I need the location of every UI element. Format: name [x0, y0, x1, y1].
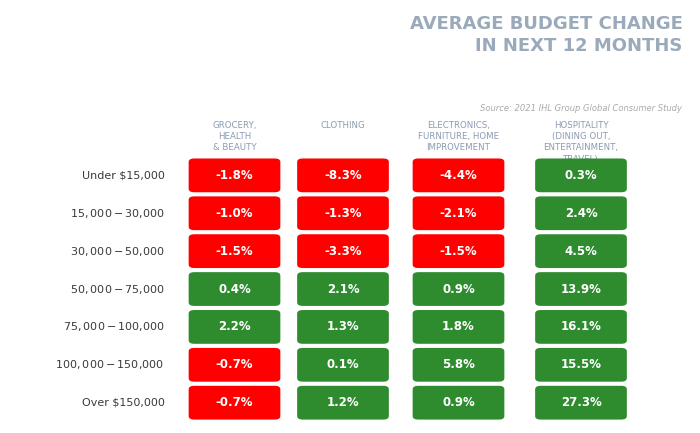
FancyBboxPatch shape: [189, 158, 280, 192]
FancyBboxPatch shape: [189, 234, 280, 268]
FancyBboxPatch shape: [535, 197, 627, 230]
Text: $100,000 - $150,000: $100,000 - $150,000: [55, 358, 164, 372]
Text: 0.9%: 0.9%: [442, 396, 475, 409]
FancyBboxPatch shape: [297, 310, 389, 344]
FancyBboxPatch shape: [297, 234, 389, 268]
Text: $30,000 - $50,000: $30,000 - $50,000: [69, 245, 164, 258]
Text: 2.2%: 2.2%: [218, 320, 251, 333]
Text: 2.4%: 2.4%: [565, 207, 597, 220]
FancyBboxPatch shape: [189, 197, 280, 230]
Text: 0.3%: 0.3%: [565, 169, 597, 182]
Text: -1.3%: -1.3%: [324, 207, 362, 220]
FancyBboxPatch shape: [535, 348, 627, 382]
Text: -0.7%: -0.7%: [216, 396, 253, 409]
Text: GROCERY,
HEALTH
& BEAUTY: GROCERY, HEALTH & BEAUTY: [212, 121, 257, 152]
Text: -1.5%: -1.5%: [440, 245, 477, 258]
Text: -1.5%: -1.5%: [216, 245, 253, 258]
FancyBboxPatch shape: [413, 272, 504, 306]
Text: 13.9%: 13.9%: [561, 282, 601, 296]
Text: 1.2%: 1.2%: [327, 396, 359, 409]
FancyBboxPatch shape: [535, 272, 627, 306]
Text: 1.8%: 1.8%: [442, 320, 475, 333]
FancyBboxPatch shape: [413, 158, 504, 192]
FancyBboxPatch shape: [535, 386, 627, 420]
FancyBboxPatch shape: [413, 348, 504, 382]
FancyBboxPatch shape: [413, 310, 504, 344]
FancyBboxPatch shape: [413, 234, 504, 268]
FancyBboxPatch shape: [189, 310, 280, 344]
FancyBboxPatch shape: [297, 158, 389, 192]
FancyBboxPatch shape: [189, 386, 280, 420]
Text: Under $15,000: Under $15,000: [82, 170, 164, 181]
Text: -8.3%: -8.3%: [324, 169, 362, 182]
FancyBboxPatch shape: [189, 348, 280, 382]
Text: -1.0%: -1.0%: [216, 207, 253, 220]
Text: Over $150,000: Over $150,000: [82, 397, 164, 408]
Text: -1.8%: -1.8%: [216, 169, 253, 182]
Text: 0.4%: 0.4%: [218, 282, 251, 296]
Text: 4.5%: 4.5%: [565, 245, 597, 258]
Text: -2.1%: -2.1%: [440, 207, 477, 220]
Text: 27.3%: 27.3%: [561, 396, 601, 409]
Text: Source: 2021 IHL Group Global Consumer Study: Source: 2021 IHL Group Global Consumer S…: [480, 104, 682, 113]
Text: 15.5%: 15.5%: [561, 358, 601, 372]
Text: 16.1%: 16.1%: [561, 320, 601, 333]
FancyBboxPatch shape: [535, 310, 627, 344]
Text: -3.3%: -3.3%: [324, 245, 362, 258]
Text: 5.8%: 5.8%: [442, 358, 475, 372]
Text: CLOTHING: CLOTHING: [321, 121, 365, 130]
FancyBboxPatch shape: [535, 234, 627, 268]
Text: $75,000 - $100,000: $75,000 - $100,000: [62, 320, 164, 333]
Text: HOSPITALITY
(DINING OUT,
ENTERTAINMENT,
TRAVEL): HOSPITALITY (DINING OUT, ENTERTAINMENT, …: [543, 121, 619, 164]
Text: 0.1%: 0.1%: [327, 358, 359, 372]
Text: -0.7%: -0.7%: [216, 358, 253, 372]
Text: 1.3%: 1.3%: [327, 320, 359, 333]
Text: AVERAGE BUDGET CHANGE
IN NEXT 12 MONTHS: AVERAGE BUDGET CHANGE IN NEXT 12 MONTHS: [410, 15, 682, 55]
FancyBboxPatch shape: [535, 158, 627, 192]
Text: $15,000 - $30,000: $15,000 - $30,000: [69, 207, 164, 220]
FancyBboxPatch shape: [297, 272, 389, 306]
FancyBboxPatch shape: [189, 272, 280, 306]
Text: ELECTRONICS,
FURNITURE, HOME
IMPROVEMENT: ELECTRONICS, FURNITURE, HOME IMPROVEMENT: [418, 121, 499, 152]
FancyBboxPatch shape: [413, 197, 504, 230]
FancyBboxPatch shape: [413, 386, 504, 420]
FancyBboxPatch shape: [297, 197, 389, 230]
FancyBboxPatch shape: [297, 386, 389, 420]
Text: -4.4%: -4.4%: [440, 169, 477, 182]
FancyBboxPatch shape: [297, 348, 389, 382]
Text: 2.1%: 2.1%: [327, 282, 359, 296]
Text: $50,000 - $75,000: $50,000 - $75,000: [69, 282, 164, 296]
Text: 0.9%: 0.9%: [442, 282, 475, 296]
